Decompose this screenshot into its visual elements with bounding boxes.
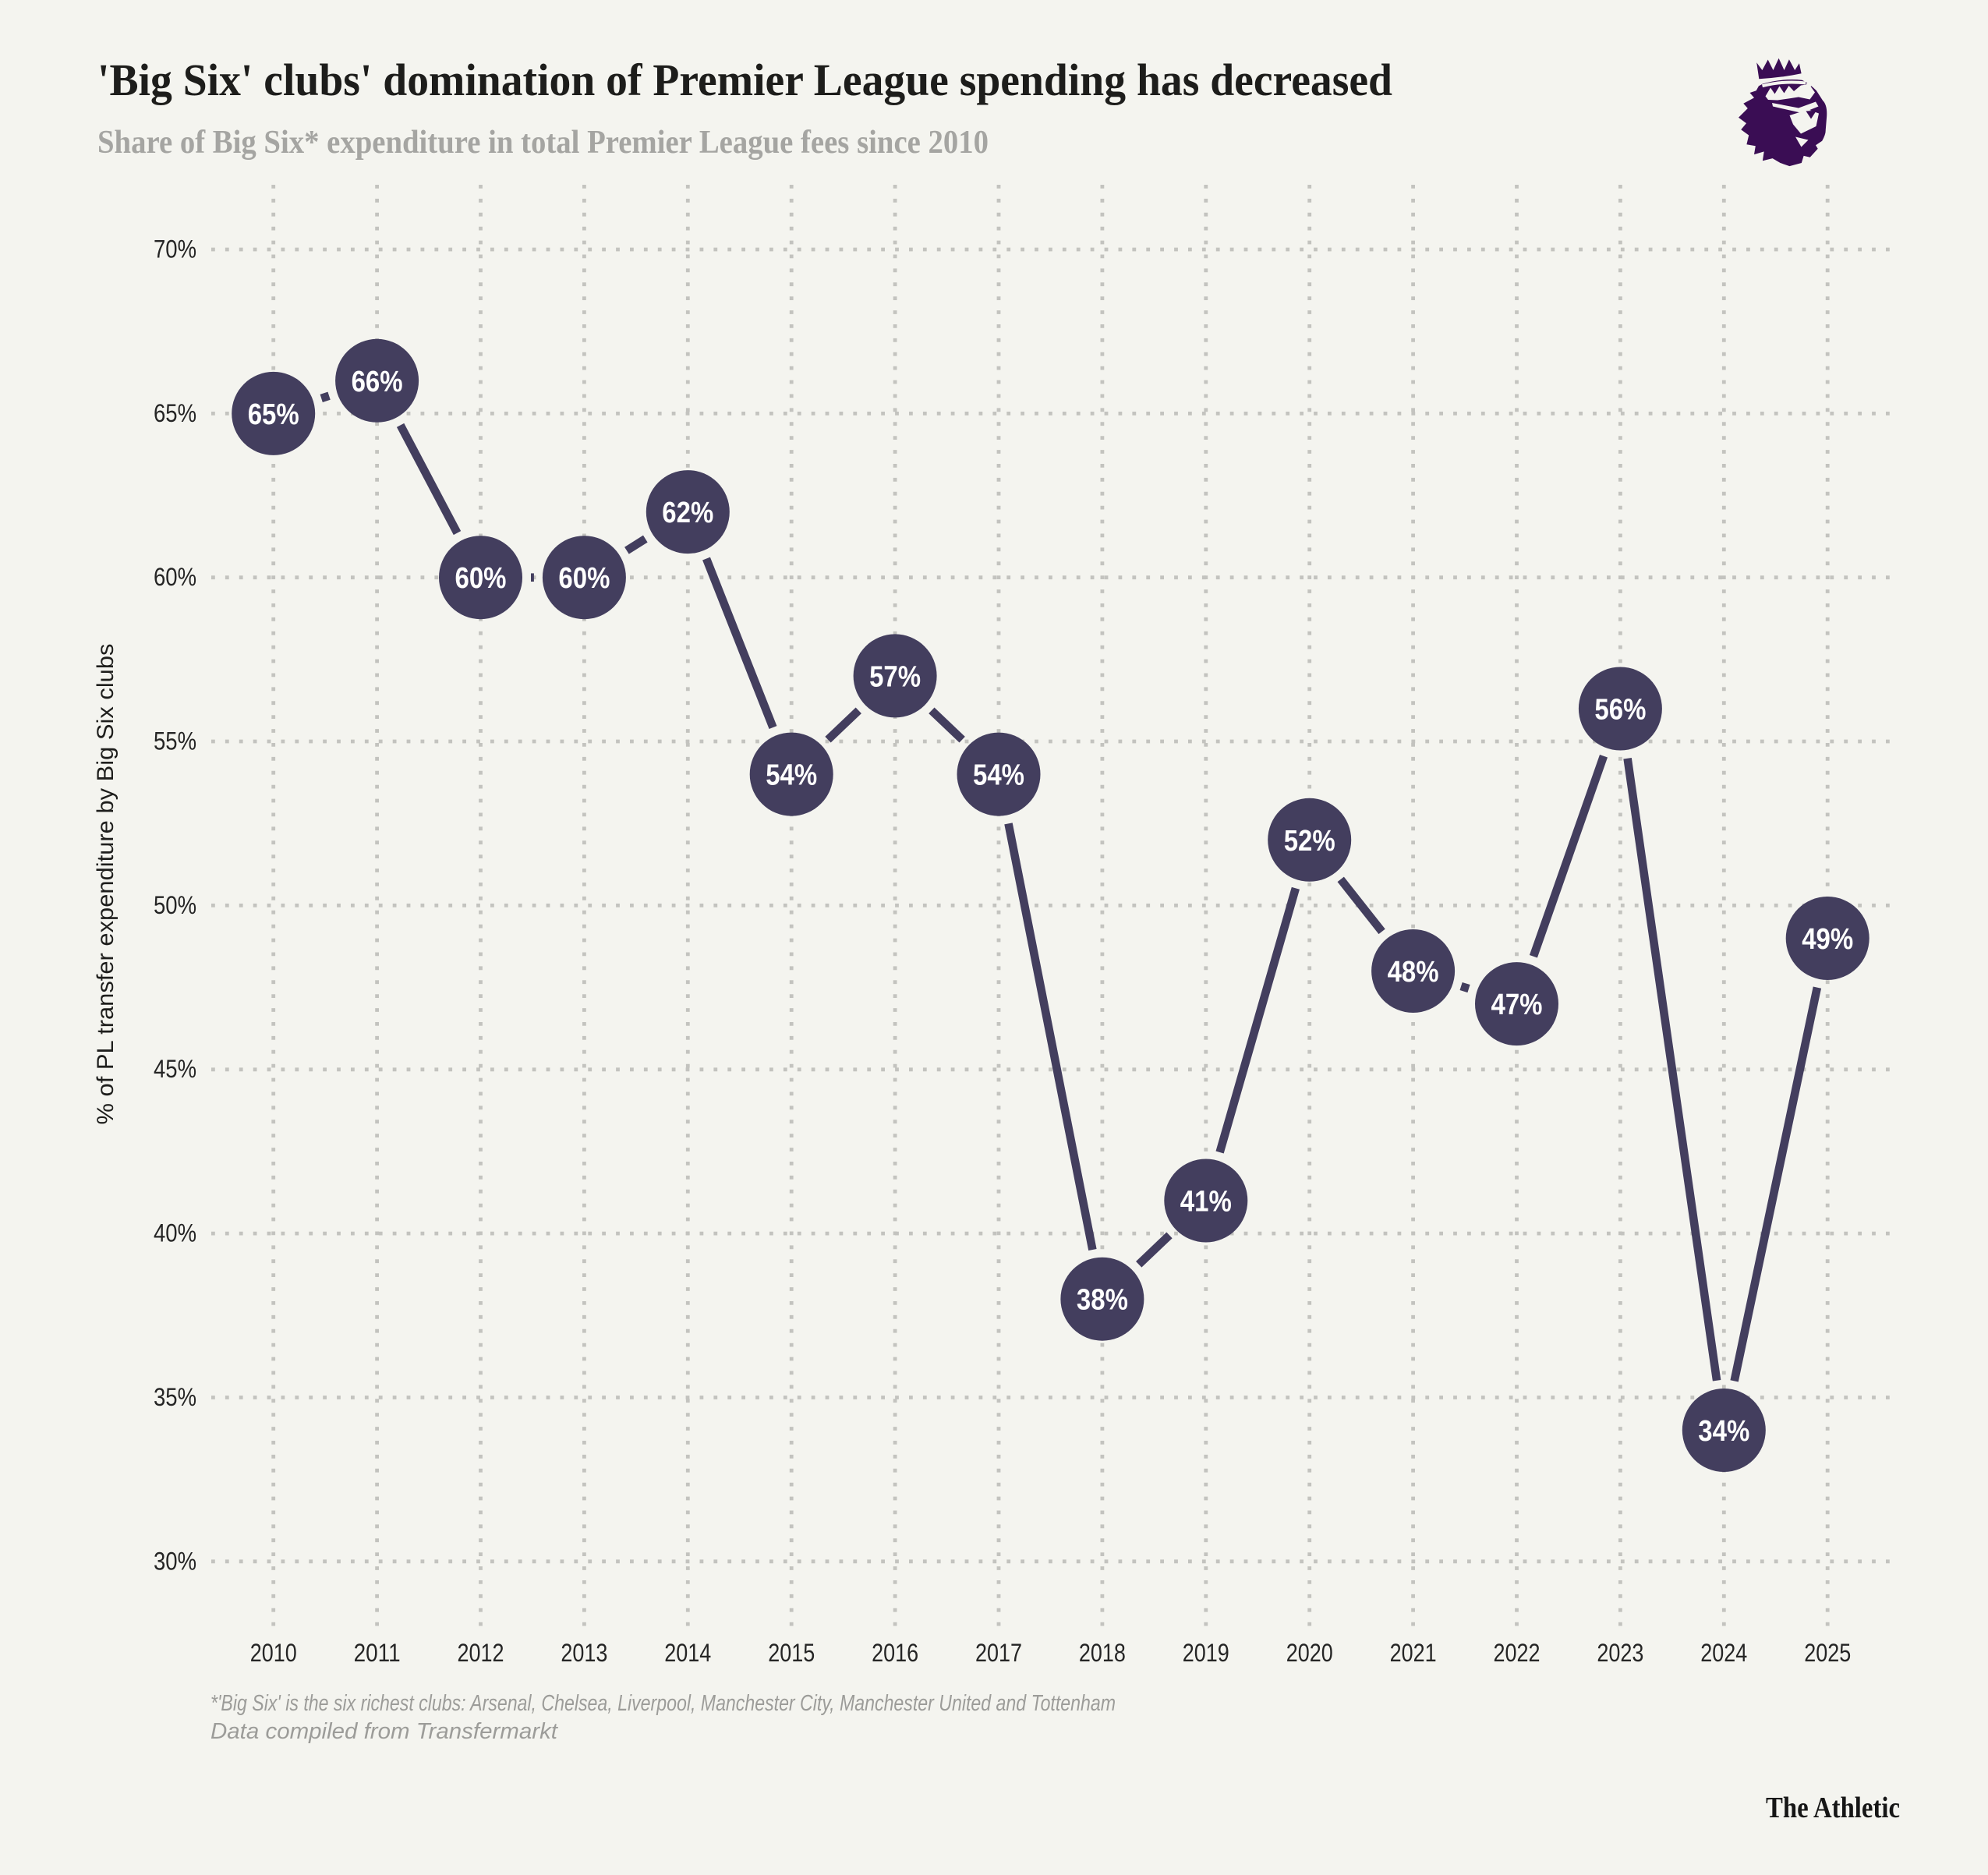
svg-text:2010: 2010 bbox=[250, 1639, 297, 1667]
svg-text:66%: 66% bbox=[352, 366, 403, 398]
svg-text:60%: 60% bbox=[455, 562, 507, 595]
svg-text:2022: 2022 bbox=[1494, 1639, 1541, 1667]
svg-text:70%: 70% bbox=[154, 235, 196, 264]
svg-text:48%: 48% bbox=[1388, 956, 1439, 989]
svg-text:2014: 2014 bbox=[664, 1639, 711, 1667]
svg-text:30%: 30% bbox=[154, 1547, 196, 1575]
svg-text:34%: 34% bbox=[1698, 1415, 1749, 1448]
svg-text:Data compiled from Transfermar: Data compiled from Transfermarkt bbox=[210, 1719, 559, 1744]
svg-text:60%: 60% bbox=[558, 562, 610, 595]
svg-text:65%: 65% bbox=[248, 398, 299, 431]
svg-text:2016: 2016 bbox=[872, 1639, 918, 1667]
svg-text:49%: 49% bbox=[1802, 923, 1853, 956]
svg-text:Share of Big Six* expenditure: Share of Big Six* expenditure in total P… bbox=[97, 125, 989, 161]
svg-text:2025: 2025 bbox=[1804, 1639, 1851, 1667]
svg-text:55%: 55% bbox=[154, 727, 196, 755]
svg-text:2020: 2020 bbox=[1286, 1639, 1333, 1667]
svg-text:2015: 2015 bbox=[768, 1639, 815, 1667]
svg-text:56%: 56% bbox=[1594, 694, 1646, 727]
svg-text:The Athletic: The Athletic bbox=[1766, 1792, 1900, 1824]
svg-text:% of PL transfer expenditure b: % of PL transfer expenditure by Big Six … bbox=[93, 644, 119, 1125]
svg-text:2021: 2021 bbox=[1390, 1639, 1437, 1667]
svg-text:2024: 2024 bbox=[1700, 1639, 1747, 1667]
svg-text:62%: 62% bbox=[662, 497, 713, 529]
svg-text:35%: 35% bbox=[154, 1383, 196, 1411]
svg-text:*'Big Six' is the six richest: *'Big Six' is the six richest clubs: Ars… bbox=[210, 1691, 1116, 1716]
svg-text:47%: 47% bbox=[1491, 989, 1543, 1021]
svg-text:65%: 65% bbox=[154, 399, 196, 427]
svg-text:'Big Six' clubs' domination of: 'Big Six' clubs' domination of Premier L… bbox=[97, 55, 1392, 105]
svg-text:41%: 41% bbox=[1180, 1186, 1232, 1219]
svg-text:45%: 45% bbox=[154, 1055, 196, 1083]
svg-text:2011: 2011 bbox=[354, 1639, 401, 1667]
svg-text:2017: 2017 bbox=[975, 1639, 1022, 1667]
svg-text:2013: 2013 bbox=[561, 1639, 607, 1667]
svg-text:57%: 57% bbox=[869, 660, 921, 693]
svg-text:40%: 40% bbox=[154, 1219, 196, 1247]
svg-text:38%: 38% bbox=[1077, 1284, 1128, 1317]
svg-text:2023: 2023 bbox=[1597, 1639, 1643, 1667]
svg-text:52%: 52% bbox=[1284, 825, 1335, 858]
svg-text:54%: 54% bbox=[766, 759, 817, 792]
svg-text:2012: 2012 bbox=[458, 1639, 504, 1667]
svg-text:2018: 2018 bbox=[1079, 1639, 1126, 1667]
svg-text:2019: 2019 bbox=[1183, 1639, 1229, 1667]
svg-text:60%: 60% bbox=[154, 563, 196, 591]
svg-text:50%: 50% bbox=[154, 891, 196, 919]
svg-text:54%: 54% bbox=[973, 759, 1024, 792]
